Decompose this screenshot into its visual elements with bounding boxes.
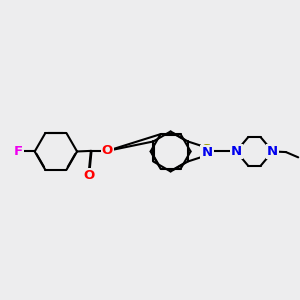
Text: N: N <box>201 146 212 159</box>
Text: N: N <box>231 145 242 158</box>
Text: O: O <box>102 144 113 158</box>
Text: O: O <box>83 169 94 182</box>
Text: F: F <box>14 145 23 158</box>
Text: S: S <box>202 143 212 157</box>
Text: N: N <box>267 145 278 158</box>
